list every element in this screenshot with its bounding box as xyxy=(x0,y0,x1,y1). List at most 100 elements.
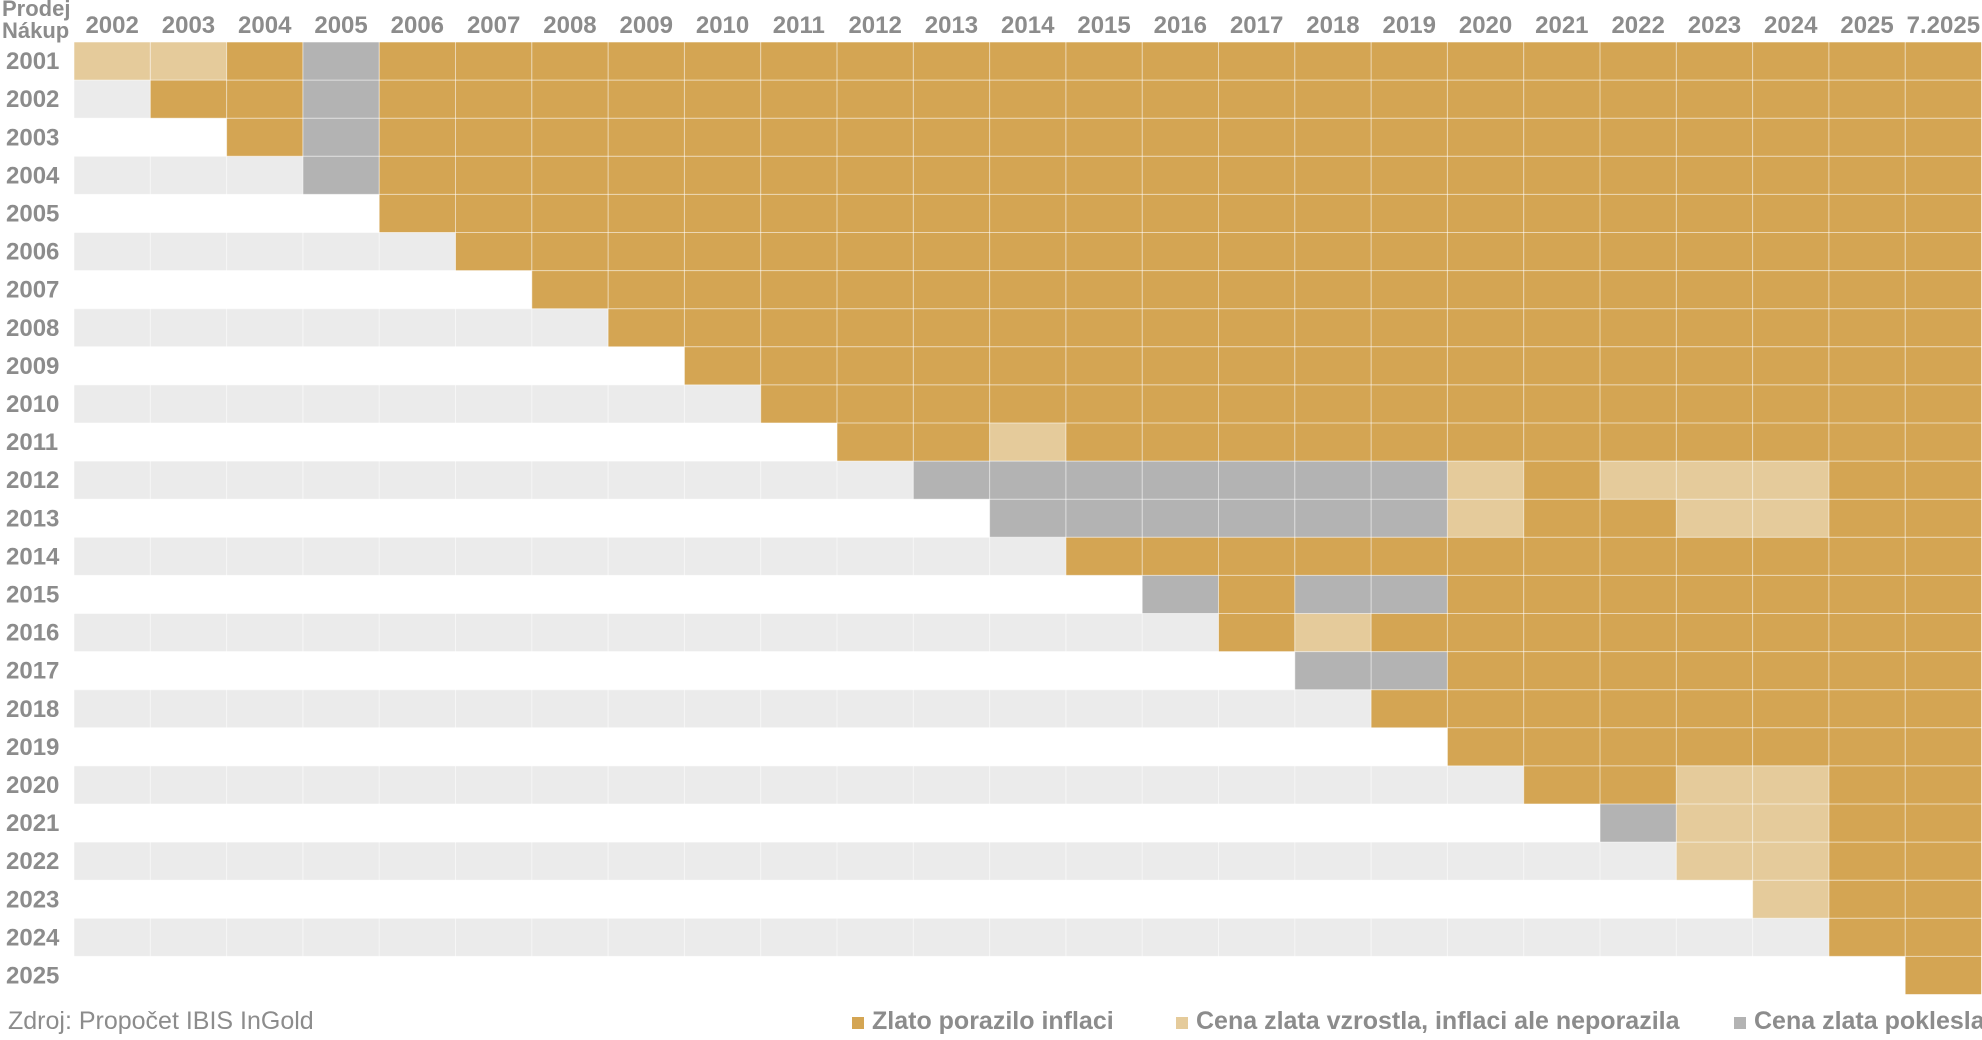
column-label: 2007 xyxy=(467,12,520,39)
heatmap-cell xyxy=(760,194,837,233)
heatmap-cell xyxy=(684,194,761,233)
column-label: 2006 xyxy=(391,12,444,39)
heatmap-cell xyxy=(531,156,609,195)
heatmap-cell xyxy=(1447,384,1524,423)
heatmap-cell xyxy=(1752,423,1829,462)
heatmap-cell xyxy=(1752,118,1829,157)
heatmap-cell xyxy=(1600,270,1677,309)
heatmap-cell xyxy=(379,118,456,157)
heatmap-cell xyxy=(1065,461,1143,500)
heatmap-cell xyxy=(1676,42,1753,81)
legend-swatch-gray xyxy=(1734,1016,1746,1029)
heatmap-cell xyxy=(1142,461,1219,500)
heatmap-cell xyxy=(1218,499,1295,538)
heatmap-cell xyxy=(1828,232,1906,271)
heatmap-cell xyxy=(1905,804,1982,843)
heatmap-cell xyxy=(302,42,380,81)
heatmap-cell xyxy=(1523,651,1600,690)
column-label: 2003 xyxy=(162,12,215,39)
heatmap-cell xyxy=(1371,537,1448,576)
row-band xyxy=(74,842,1982,881)
heatmap-cell xyxy=(531,270,609,309)
heatmap-cell xyxy=(1447,461,1524,500)
heatmap-cell xyxy=(1600,499,1677,538)
column-label: 2024 xyxy=(1764,12,1818,39)
row-label: 2023 xyxy=(6,886,59,913)
heatmap-cell xyxy=(1905,270,1982,309)
heatmap-cell xyxy=(1905,651,1982,690)
heatmap-cell xyxy=(1828,918,1906,957)
heatmap-cell xyxy=(1294,423,1372,462)
heatmap-cell xyxy=(1752,689,1829,728)
heatmap-cell xyxy=(989,118,1066,157)
legend-swatch-light-gold xyxy=(1176,1016,1188,1029)
heatmap-cell xyxy=(1523,613,1600,652)
heatmap-cell xyxy=(1905,499,1982,538)
heatmap-cell xyxy=(760,346,837,385)
heatmap-cell xyxy=(1905,346,1982,385)
heatmap-cell xyxy=(1294,232,1372,271)
heatmap-cell xyxy=(837,346,914,385)
heatmap-cell xyxy=(1142,80,1219,119)
column-label: 2013 xyxy=(925,12,978,39)
heatmap-cell xyxy=(1065,194,1143,233)
heatmap-cell xyxy=(1294,651,1372,690)
heatmap-cell xyxy=(455,232,532,271)
heatmap-cell xyxy=(1142,575,1219,614)
heatmap-cell xyxy=(1676,384,1753,423)
column-label: 2010 xyxy=(696,12,749,39)
heatmap-cell xyxy=(1523,384,1600,423)
heatmap-cell xyxy=(1371,270,1448,309)
heatmap-cell xyxy=(1523,423,1600,462)
heatmap-cell xyxy=(1905,423,1982,462)
heatmap-cell xyxy=(1218,270,1295,309)
heatmap-cell xyxy=(379,80,456,119)
heatmap-cell xyxy=(1142,270,1219,309)
heatmap-cell xyxy=(1600,575,1677,614)
heatmap-cell xyxy=(913,156,990,195)
row-band xyxy=(74,918,1982,957)
heatmap-cell xyxy=(1218,80,1295,119)
heatmap-cell xyxy=(1828,384,1906,423)
heatmap-cell xyxy=(1294,42,1372,81)
heatmap-cell xyxy=(1065,42,1143,81)
heatmap-cell xyxy=(1828,346,1906,385)
heatmap-cell xyxy=(531,118,609,157)
heatmap-cell xyxy=(1523,308,1600,347)
heatmap-cell xyxy=(1523,156,1600,195)
heatmap-cell xyxy=(1676,232,1753,271)
heatmap-cell xyxy=(1676,80,1753,119)
heatmap-cell xyxy=(531,80,609,119)
heatmap-cell xyxy=(1371,423,1448,462)
heatmap-cell xyxy=(1447,118,1524,157)
heatmap-cell xyxy=(1447,499,1524,538)
heatmap-cell xyxy=(1905,537,1982,576)
heatmap-cell xyxy=(455,194,532,233)
heatmap-cell xyxy=(1447,651,1524,690)
heatmap-cell xyxy=(760,308,837,347)
heatmap-cell xyxy=(1523,80,1600,119)
heatmap-cell xyxy=(1828,194,1906,233)
heatmap-cell xyxy=(1676,118,1753,157)
row-label: 2004 xyxy=(6,162,60,189)
legend-swatch-gold xyxy=(852,1016,864,1029)
heatmap-cell xyxy=(1752,270,1829,309)
heatmap-cell xyxy=(1065,423,1143,462)
heatmap-cell xyxy=(1294,499,1372,538)
heatmap-cell xyxy=(1905,308,1982,347)
heatmap-cell xyxy=(608,156,685,195)
heatmap-cell xyxy=(989,42,1066,81)
heatmap-cell xyxy=(1065,384,1143,423)
heatmap-cell xyxy=(1600,689,1677,728)
heatmap-cell xyxy=(1752,842,1829,881)
heatmap-cell xyxy=(455,42,532,81)
row-label: 2002 xyxy=(6,86,59,113)
heatmap-cell xyxy=(1218,346,1295,385)
heatmap-cell xyxy=(1752,613,1829,652)
heatmap-cell xyxy=(1294,80,1372,119)
heatmap-cell xyxy=(1905,689,1982,728)
row-label: 2008 xyxy=(6,315,59,342)
heatmap-cell xyxy=(1905,575,1982,614)
heatmap-cell xyxy=(1905,461,1982,500)
row-label: 2016 xyxy=(6,620,59,647)
